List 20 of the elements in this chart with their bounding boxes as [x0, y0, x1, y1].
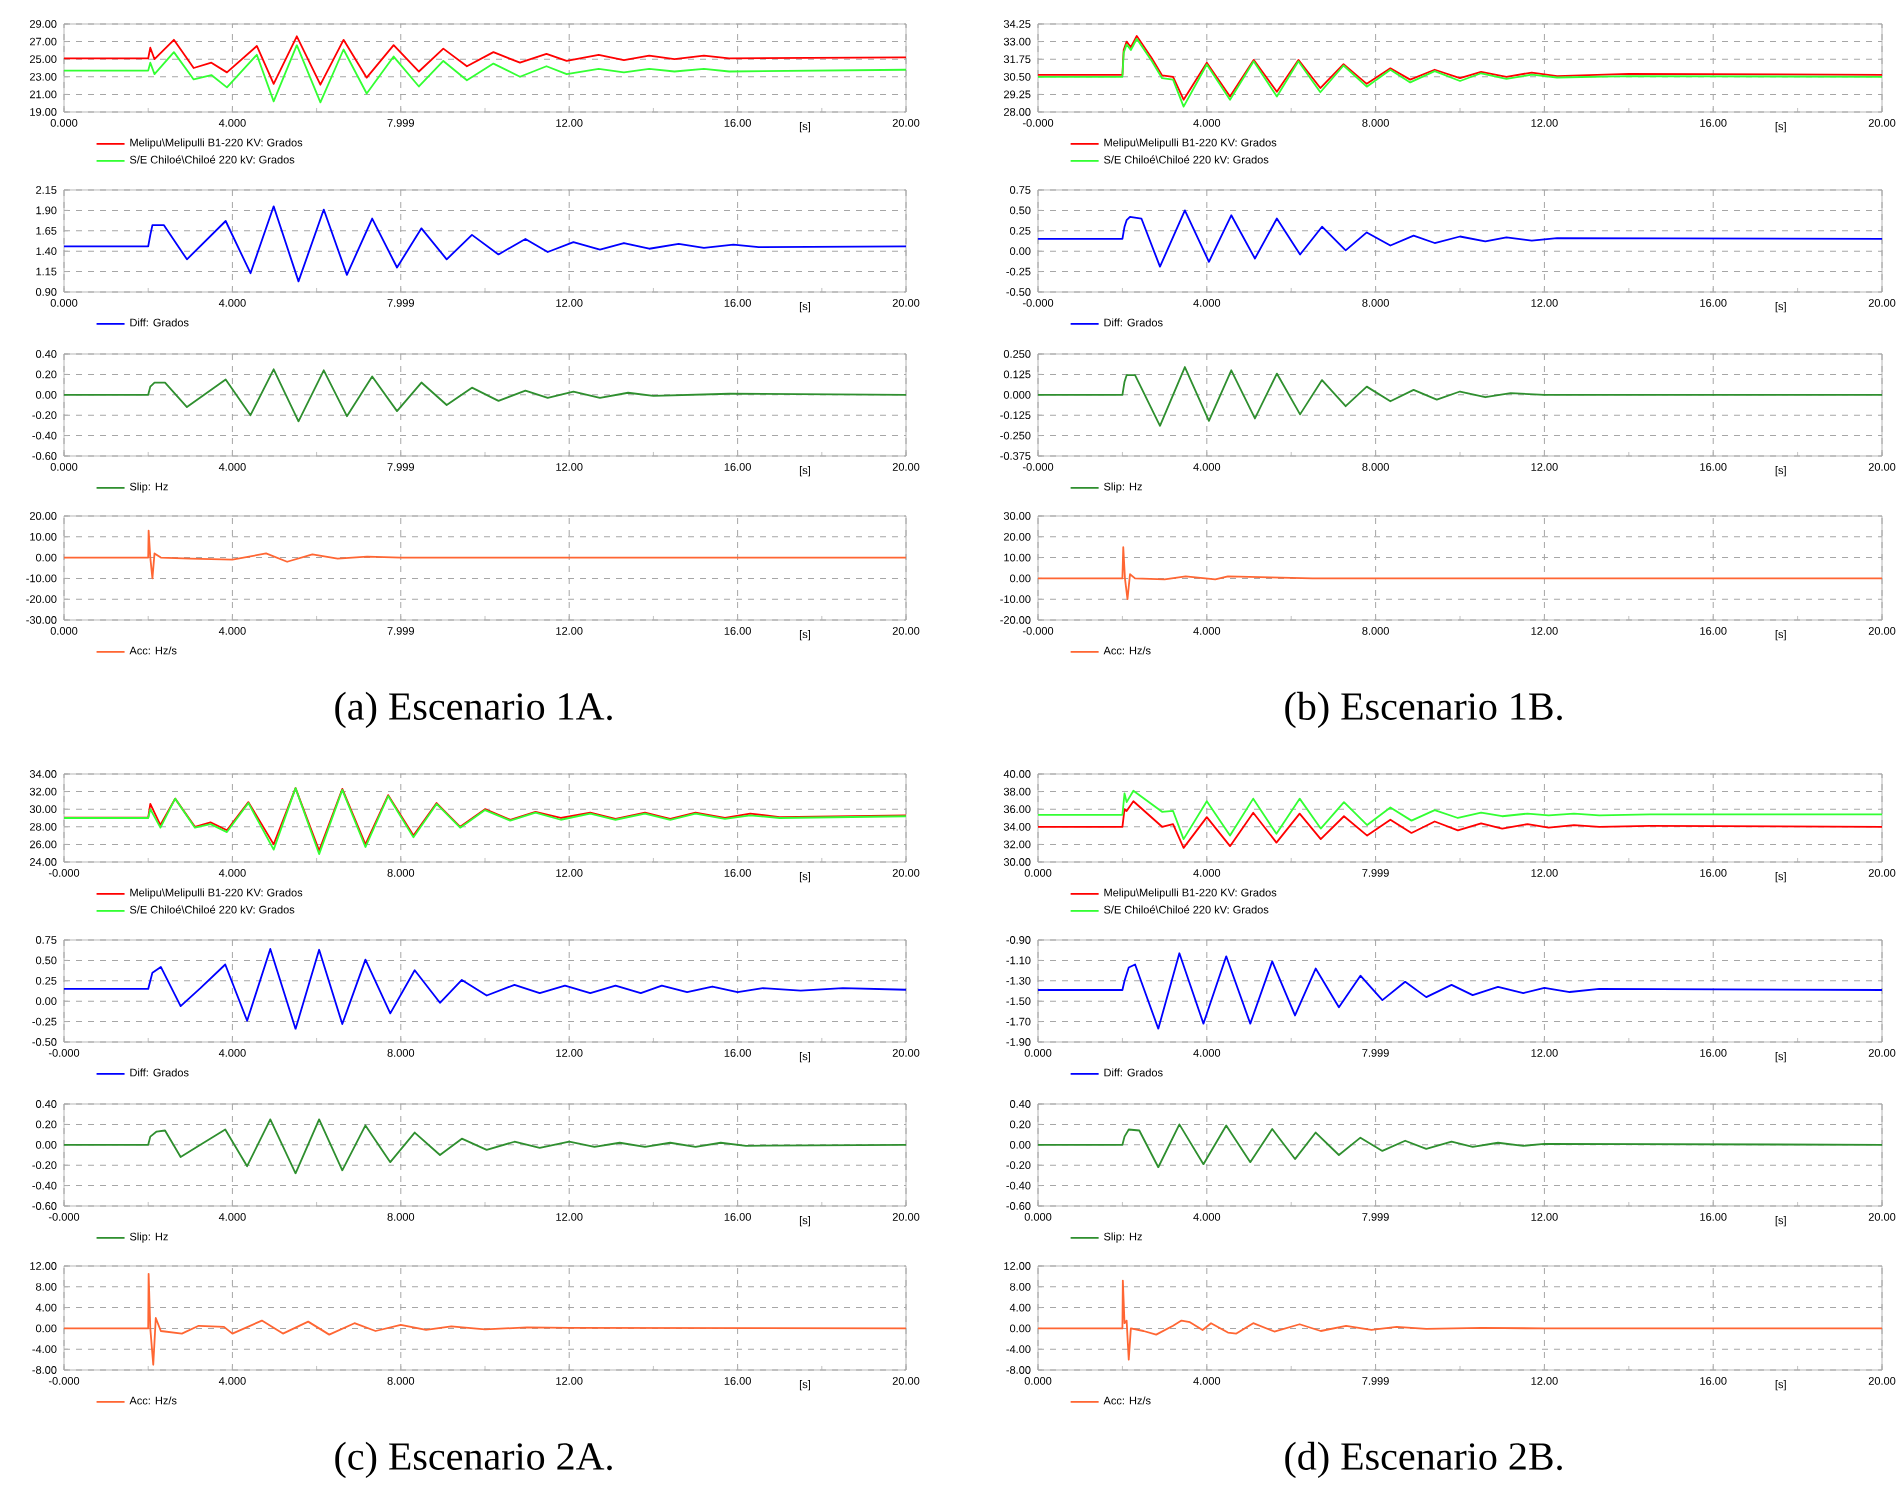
line-series [1038, 789, 1883, 841]
line-series [1038, 546, 1883, 601]
line-series [1038, 1279, 1883, 1361]
line-series [1038, 800, 1883, 849]
text: (d) Escenario 2B. [1285, 1441, 1562, 1479]
line-series [1038, 366, 1883, 427]
line-series [64, 205, 907, 283]
line-series [1038, 209, 1883, 268]
line-series [64, 948, 907, 1030]
text: (b) Escenario 1B. [1285, 691, 1562, 729]
line-series [64, 529, 907, 580]
text: (c) Escenario 2A. [335, 1441, 612, 1479]
line-series [64, 1272, 907, 1366]
text: (a) Escenario 1A. [335, 691, 612, 729]
line-series [64, 44, 907, 104]
line-series [1038, 952, 1883, 1030]
line-series [64, 35, 907, 86]
line-series [64, 368, 907, 423]
line-series [64, 1118, 907, 1175]
line-series [1038, 1123, 1883, 1169]
